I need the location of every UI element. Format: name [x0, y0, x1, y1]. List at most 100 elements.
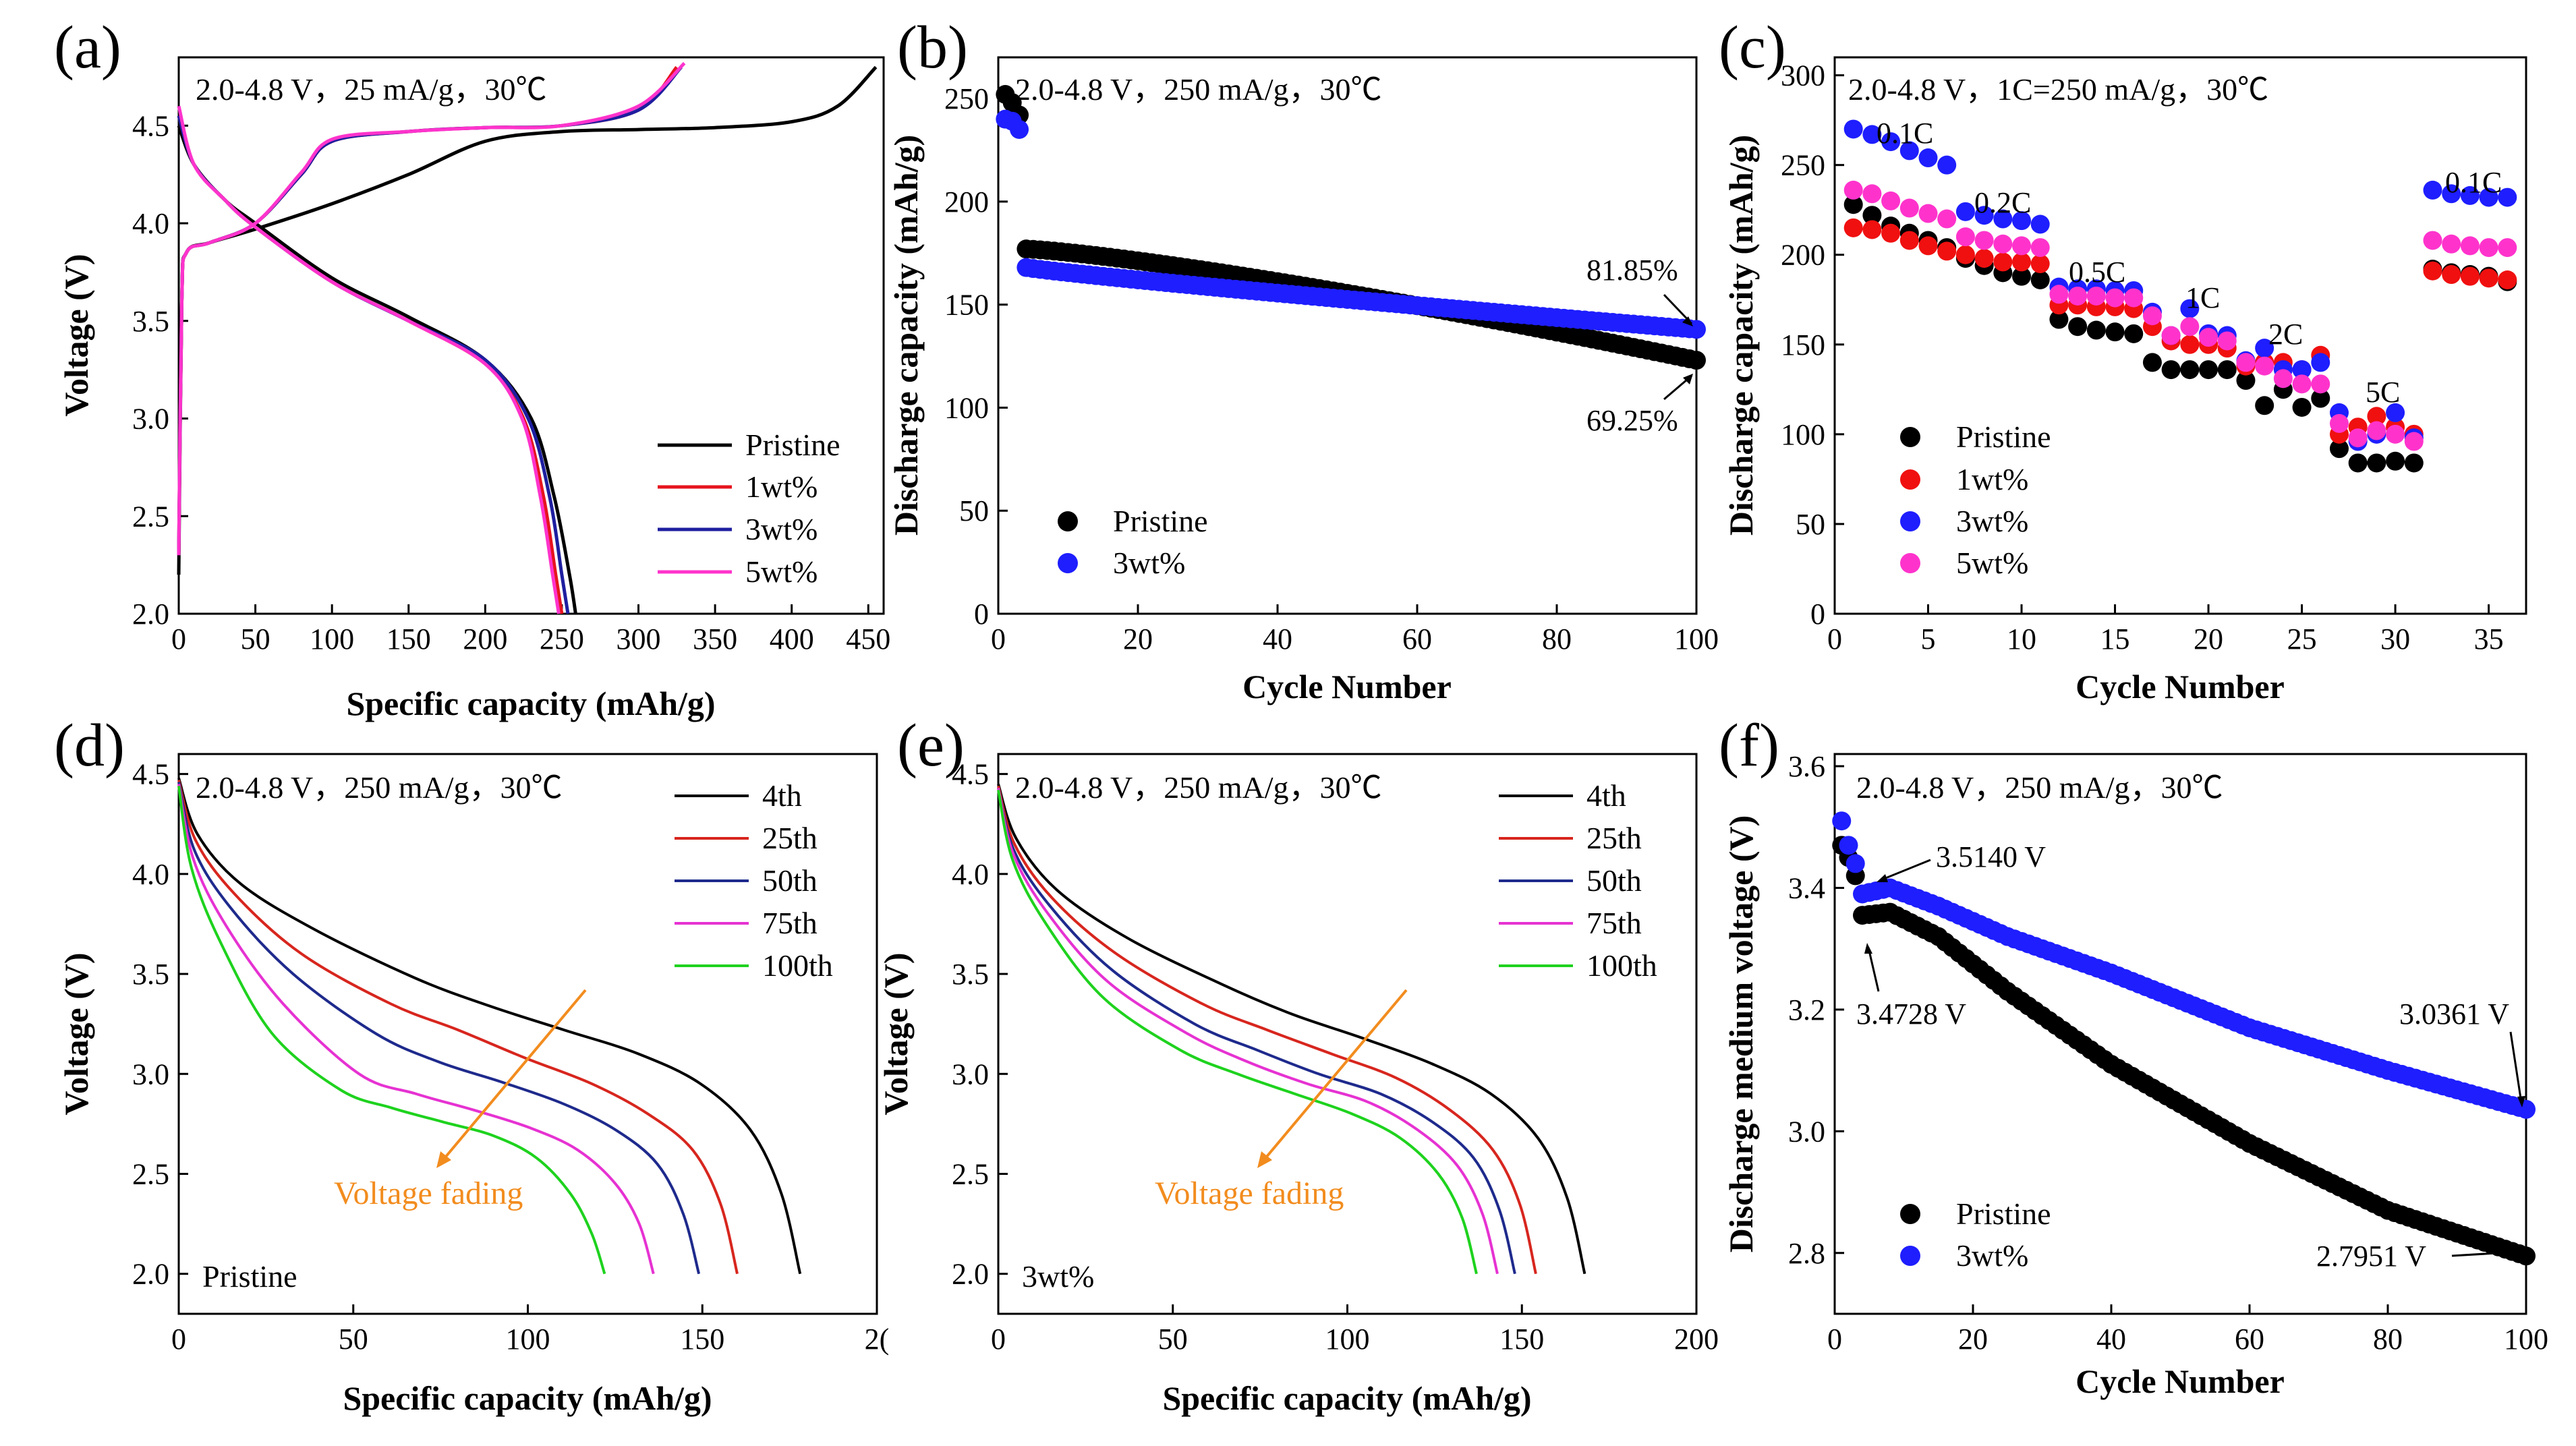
- point-5wt-c-31: [2404, 432, 2424, 451]
- y-axis-label-d: Voltage (V): [57, 952, 95, 1115]
- arrow-head-81-85: [1682, 316, 1693, 326]
- x-tick-label-a-6: 300: [617, 623, 661, 656]
- legend-label-3wt-c: 3wt%: [1956, 504, 2028, 538]
- panel-b: (b) 2.0-4.8 V，250 mA/g，30℃ 0 20 40 60 80 100 0…: [887, 14, 1719, 705]
- condition-e: 2.0-4.8 V，250 mA/g，30℃: [1015, 770, 1382, 805]
- point-1wt-c-36: [2498, 270, 2517, 289]
- curve-75th-d: [177, 784, 655, 1275]
- y-tick-label-a-0: 2.0: [132, 598, 169, 631]
- x-tick-label-d-1: 50: [339, 1323, 368, 1356]
- x-tick-label-a-7: 350: [693, 623, 737, 656]
- series-d: [177, 777, 802, 1275]
- legend-e: 4th 25th 50th 75th 100th: [1499, 778, 1657, 983]
- y-tick-label-a-5: 4.5: [132, 109, 169, 142]
- y-tick-label-a-3: 3.5: [132, 305, 169, 338]
- voltage-fading-label-d: Voltage fading: [334, 1176, 523, 1211]
- point-3wt-c-10: [2012, 211, 2032, 231]
- y-tick-label-e-2: 3.0: [952, 1058, 989, 1091]
- x-tick-label-e-2: 100: [1325, 1323, 1370, 1356]
- annotation-3-5140: 3.5140 V: [1936, 840, 2046, 873]
- point-3wt-c-1: [1843, 119, 1863, 139]
- x-tick-label-d-4: 2(: [865, 1323, 890, 1356]
- y-tick-label-c-5: 250: [1781, 149, 1825, 182]
- legend-marker-3wt-b: [1058, 553, 1078, 573]
- legend-label-pristine-f: Pristine: [1956, 1196, 2051, 1231]
- legend-label-5wt-c: 5wt%: [1956, 546, 2028, 580]
- point-1wt-c-3: [1881, 223, 1901, 243]
- y-tick-label-c-2: 100: [1781, 418, 1825, 451]
- point-3wt-c-30: [2386, 403, 2405, 422]
- condition-f: 2.0-4.8 V，250 mA/g，30℃: [1856, 770, 2223, 805]
- point-5wt-c-28: [2348, 428, 2368, 448]
- point-5wt-c-23: [2255, 356, 2274, 376]
- rate-label-0-5c: 0.5C: [2069, 256, 2125, 289]
- point-3wt-c-9: [1993, 209, 2013, 229]
- arrow-head-3-0361: [2517, 1096, 2525, 1107]
- arrow-3-0361: [2509, 1031, 2523, 1103]
- point-pristine-c-2: [1862, 206, 1882, 225]
- legend-label-50th-e: 50th: [1586, 863, 1642, 898]
- point-1wt-c-8: [1974, 249, 1994, 268]
- point-1wt-c-1: [1843, 218, 1863, 237]
- point-3wt-c-6: [1937, 155, 1957, 175]
- panel-label-f: (f): [1719, 712, 1779, 779]
- curve-75th-e: [997, 787, 1499, 1275]
- point-5wt-c-11: [2030, 238, 2050, 258]
- point-5wt-c-6: [1937, 209, 1957, 229]
- point-1wt-c-29: [2367, 407, 2386, 426]
- legend-label-pristine-c: Pristine: [1956, 420, 2051, 454]
- point-5wt-c-4: [1899, 198, 1919, 218]
- axis-c: 0 5 10 15 20 25 30 35 0 50 100 150 200 250 300: [1781, 59, 2504, 656]
- y-tick-label-f-2: 3.2: [1788, 993, 1825, 1026]
- inset-label-3wt-e: 3wt%: [1022, 1259, 1094, 1294]
- x-tick-label-c-5: 25: [2287, 623, 2317, 656]
- x-tick-label-c-3: 15: [2100, 623, 2130, 656]
- annotation-3-4728: 3.4728 V: [1856, 997, 1966, 1031]
- x-tick-label-d-2: 100: [506, 1323, 550, 1356]
- point-3wt-c-26: [2311, 353, 2330, 372]
- point-pristine-c-28: [2348, 453, 2368, 473]
- point-5wt-c-14: [2086, 286, 2106, 306]
- x-tick-label-a-5: 250: [540, 623, 584, 656]
- x-tick-label-d-3: 150: [680, 1323, 724, 1356]
- point-3wt-f-2: [1845, 854, 1865, 873]
- curve-4th-e: [997, 783, 1586, 1275]
- panel-a: (a) 2.0-4.8 V，25 mA/g，30℃ 0 50 100 150 200 25…: [54, 14, 890, 722]
- point-5wt-c-27: [2329, 413, 2349, 433]
- legend-marker-pristine-b: [1058, 511, 1078, 531]
- point-5wt-c-13: [2068, 286, 2088, 306]
- y-axis-label-b: Discharge capacity (mAh/g): [887, 135, 925, 536]
- point-3wt-f-1: [1839, 836, 1858, 855]
- y-tick-label-e-1: 2.5: [952, 1158, 989, 1191]
- legend-marker-3wt-f: [1900, 1246, 1920, 1266]
- point-3wt-c-32: [2423, 180, 2442, 200]
- legend-label-50th-d: 50th: [762, 863, 818, 898]
- point-1wt-c-19: [2180, 335, 2200, 354]
- panel-c: (c) 2.0-4.8 V，1C=250 mA/g，30℃ 0 5 10 15 20 25…: [1719, 14, 2527, 705]
- annotation-2-7951: 2.7951 V: [2316, 1240, 2426, 1273]
- legend-label-75th-e: 75th: [1586, 906, 1642, 940]
- point-5wt-c-24: [2273, 369, 2293, 388]
- axis-e: 0 50 100 150 200 2.0 2.5 3.0 3.5 4.0 4.5: [952, 758, 1719, 1356]
- curve-discharge-5wt-a: [177, 105, 561, 614]
- point-3wt-b-2: [1010, 119, 1029, 139]
- point-pristine-c-20: [2199, 360, 2219, 380]
- rate-labels-c: 0.1C 0.2C 0.5C 1C 2C 5C 0.1C: [1877, 117, 2502, 409]
- legend-marker-5wt-c: [1900, 553, 1920, 573]
- x-tick-label-c-1: 5: [1921, 623, 1936, 656]
- legend-marker-pristine-c: [1900, 427, 1920, 447]
- point-1wt-c-7: [1955, 245, 1975, 264]
- legend-label-100th-d: 100th: [762, 948, 833, 983]
- curve-100th-d: [177, 786, 606, 1275]
- point-5wt-c-29: [2367, 421, 2386, 440]
- point-5wt-c-25: [2292, 374, 2312, 394]
- y-tick-label-a-2: 3.0: [132, 403, 169, 436]
- point-pristine-c-26: [2311, 388, 2330, 408]
- y-tick-label-c-0: 0: [1810, 598, 1825, 631]
- x-tick-label-b-0: 0: [991, 623, 1006, 656]
- legend-marker-pristine-f: [1900, 1204, 1920, 1224]
- point-pristine-c-22: [2236, 371, 2256, 391]
- point-5wt-c-17: [2142, 306, 2162, 326]
- y-tick-label-a-1: 2.5: [132, 500, 169, 533]
